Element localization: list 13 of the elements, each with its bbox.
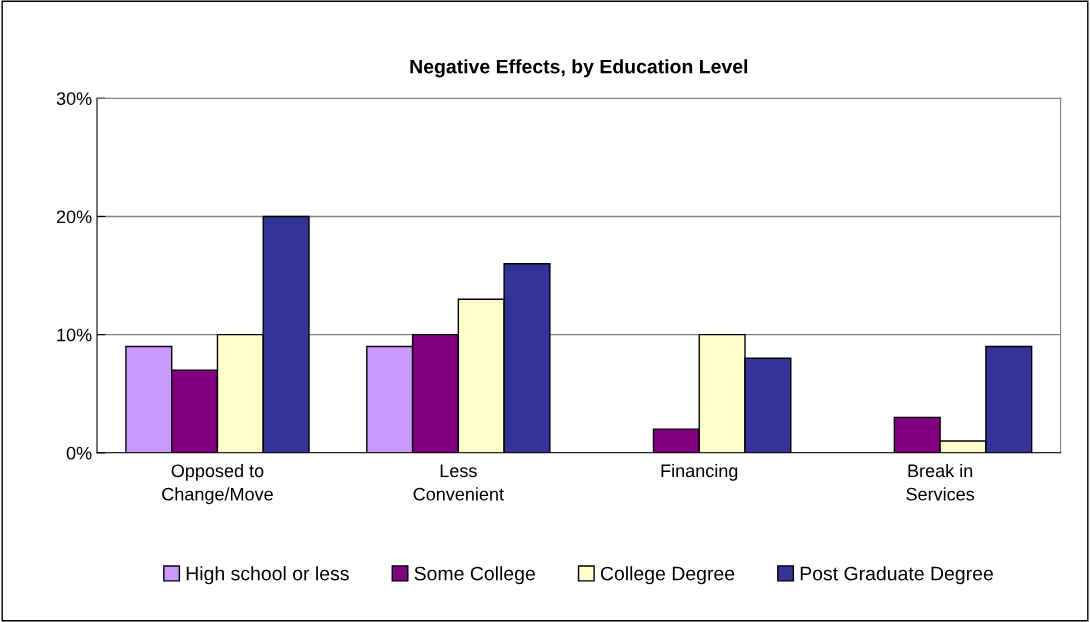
x-tick-label: Less Convenient: [413, 464, 504, 501]
y-tick-label: 10%: [57, 328, 92, 342]
x-tick-label: Financing: [661, 463, 738, 481]
y-tick-label: 20%: [56, 210, 92, 224]
chart-title: Negative Effects, by Education Level: [410, 59, 748, 78]
x-tick-label: Opposed to Change/Move: [162, 463, 273, 505]
y-tick-label: 30%: [56, 92, 92, 105]
legend-label: Post Graduate Degree: [800, 566, 993, 585]
legend-label: High school or less: [186, 566, 349, 585]
y-tick-label: 0%: [66, 446, 92, 460]
x-tick-label: Break in Services: [906, 463, 975, 501]
legend-label: Some College: [414, 566, 535, 585]
legend-label: College Degree: [600, 566, 735, 585]
